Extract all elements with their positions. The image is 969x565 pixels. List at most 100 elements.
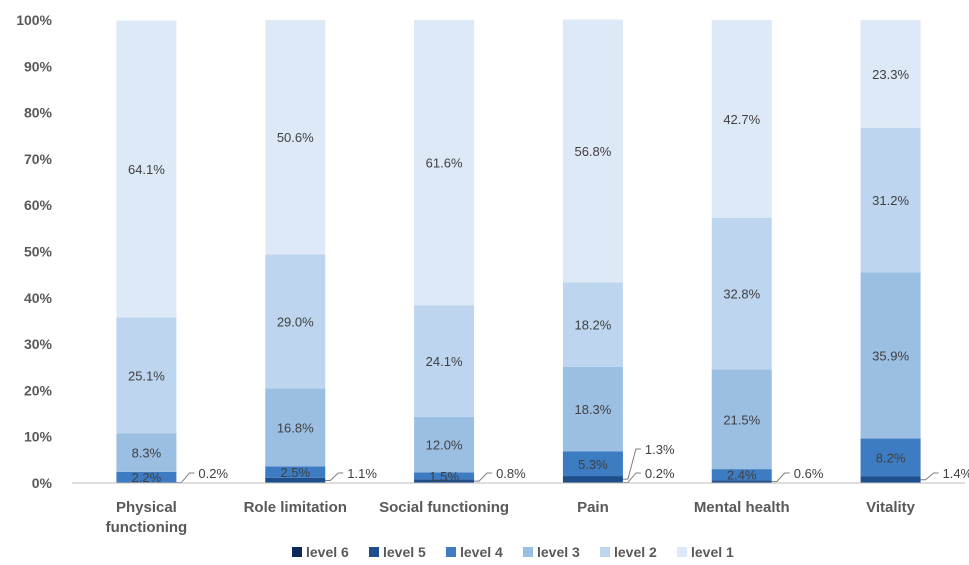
bar-segment — [265, 466, 326, 478]
bar-stack: 0.6% 2.4% 21.5% 32.8% 42.7% — [711, 20, 824, 483]
bar-segment — [414, 479, 475, 483]
y-tick-label: 0% — [32, 475, 53, 491]
bar-segment — [562, 451, 623, 477]
data-label: 0.2% — [198, 466, 228, 481]
legend: level 6 level 5 level 4 level 3 level 2 level… — [292, 544, 734, 560]
bar-segment — [116, 20, 177, 318]
x-category-label: Pain — [577, 499, 609, 516]
data-label: 32.8% — [723, 287, 760, 302]
callout-leader-line — [325, 472, 344, 481]
legend-label: level 1 — [691, 544, 734, 560]
bar-segment — [711, 480, 772, 483]
legend-label: level 3 — [537, 544, 580, 560]
data-label: 50.6% — [277, 130, 314, 145]
bar-segment — [414, 416, 475, 473]
callout-leader-line — [771, 472, 790, 483]
bar-segment — [860, 272, 921, 439]
data-label: 8.2% — [876, 451, 906, 466]
bar-segment — [562, 476, 623, 483]
bar-segment — [562, 366, 623, 452]
data-label: 1.3% — [645, 442, 675, 457]
bar-segment — [116, 317, 177, 434]
data-label: 1.5% — [429, 469, 459, 484]
callout-leader-line — [176, 472, 195, 484]
y-tick-label: 10% — [24, 429, 53, 445]
y-tick-label: 100% — [16, 12, 52, 28]
data-label: 31.2% — [872, 193, 909, 208]
callout-leader-line — [622, 448, 641, 480]
bar-segment — [562, 19, 623, 283]
data-label: 18.2% — [574, 318, 611, 333]
legend-swatch — [523, 547, 533, 557]
bar-segment — [711, 369, 772, 470]
data-label: 18.3% — [574, 402, 611, 417]
data-label: 61.6% — [426, 156, 463, 171]
x-category-label: Physical — [116, 499, 177, 516]
bar-segment — [414, 472, 475, 480]
data-label: 0.8% — [496, 466, 526, 481]
bar-segment — [265, 254, 326, 389]
bar-segment — [711, 469, 772, 481]
bar-stack: 0.2% 2.2% 8.3% 25.1% 64.1% — [116, 20, 228, 485]
legend-label: level 2 — [614, 544, 657, 560]
bar-stack: 1.1% 2.5% 16.8% 29.0% 50.6% — [265, 20, 377, 483]
bar-segment — [116, 471, 177, 483]
x-category-label: functioning — [106, 519, 188, 536]
bar-segment — [860, 476, 921, 483]
legend-label: level 6 — [306, 544, 349, 560]
bar-segment — [116, 433, 177, 472]
legend-label: level 4 — [460, 544, 503, 560]
data-label: 5.3% — [578, 457, 608, 472]
bar-segment — [562, 282, 623, 367]
y-tick-label: 60% — [24, 197, 53, 213]
data-label: 2.2% — [132, 470, 162, 485]
data-label: 2.4% — [727, 468, 757, 483]
data-label: 56.8% — [574, 144, 611, 159]
bar-stack: 1.4% 8.2% 35.9% 31.2% 23.3% — [860, 20, 969, 483]
data-label: 16.8% — [277, 420, 314, 435]
bar-segment — [265, 477, 326, 483]
bar-segment — [860, 438, 921, 477]
bar-segment — [265, 388, 326, 467]
x-category-label: Social functioning — [379, 499, 509, 516]
y-tick-label: 50% — [24, 244, 53, 260]
bar-stack: 0.8% 1.5% 12.0% 24.1% 61.6% — [414, 20, 526, 484]
data-label: 23.3% — [872, 67, 909, 82]
legend-swatch — [292, 547, 302, 557]
legend-swatch — [369, 547, 379, 557]
data-label: 64.1% — [128, 162, 165, 177]
legend-swatch — [677, 547, 687, 557]
data-label: 24.1% — [426, 354, 463, 369]
bar-segment — [265, 20, 326, 255]
data-label: 0.2% — [645, 466, 675, 481]
x-axis: Physical functioning Role limitation Social… — [106, 499, 916, 536]
bar-segment — [414, 305, 475, 417]
data-label: 8.3% — [132, 446, 162, 461]
callout-leader-line — [474, 472, 493, 482]
x-category-label: Role limitation — [244, 499, 347, 516]
x-category-label: Vitality — [866, 499, 916, 516]
x-category-label: Mental health — [694, 499, 790, 516]
y-tick-label: 30% — [24, 336, 53, 352]
bar-segment — [414, 20, 475, 306]
y-tick-label: 70% — [24, 151, 53, 167]
y-tick-label: 20% — [24, 382, 53, 398]
legend-label: level 5 — [383, 544, 426, 560]
data-label: 1.4% — [943, 466, 969, 481]
bar-segment — [711, 217, 772, 370]
y-axis: 0% 10% 20% 30% 40% 50% 60% 70% 80% 90% 100% — [16, 12, 52, 491]
data-label: 42.7% — [723, 112, 760, 127]
data-label: 35.9% — [872, 348, 909, 363]
plot-area: 0.2% 2.2% 8.3% 25.1% 64.1% 1.1% 2.5% 16.8% 29.0%… — [116, 19, 969, 485]
callout-leader-line — [622, 472, 641, 484]
data-label: 12.0% — [426, 438, 463, 453]
y-tick-label: 80% — [24, 105, 53, 121]
legend-swatch — [600, 547, 610, 557]
legend-swatch — [446, 547, 456, 557]
y-tick-label: 90% — [24, 58, 53, 74]
data-label: 2.5% — [280, 465, 310, 480]
data-label: 29.0% — [277, 314, 314, 329]
data-label: 21.5% — [723, 412, 760, 427]
y-tick-label: 40% — [24, 290, 53, 306]
